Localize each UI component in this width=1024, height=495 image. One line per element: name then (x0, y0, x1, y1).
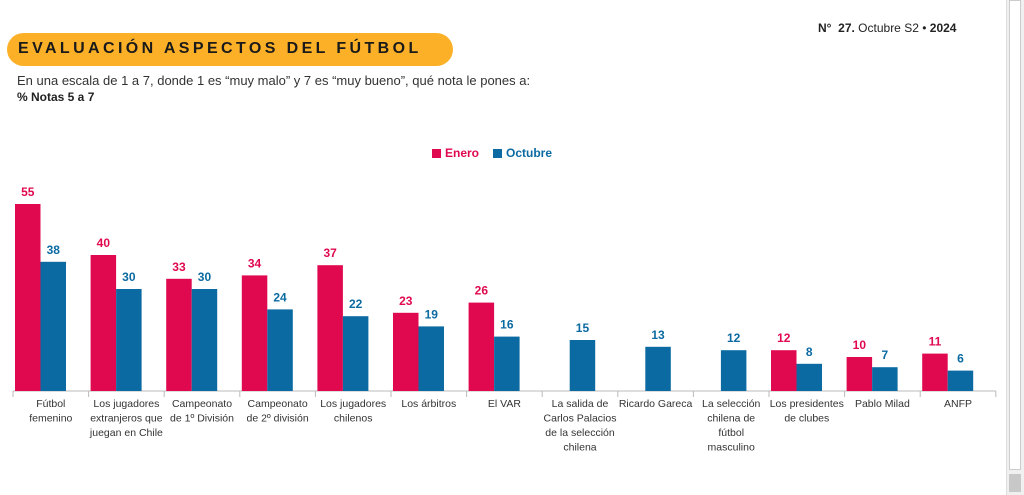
bar-enero (166, 278, 192, 391)
data-label: 19 (425, 307, 439, 321)
data-label: 6 (957, 352, 964, 366)
category-label: Fútbol (36, 398, 65, 410)
data-label: 10 (853, 338, 867, 352)
bar-octubre (569, 340, 596, 391)
category-label: chilenos (334, 413, 373, 425)
category-label: La salida de (552, 398, 609, 410)
bar-enero (241, 275, 268, 391)
page-title: EVALUACIÓN ASPECTOS DEL FÚTBOL (18, 40, 422, 57)
scrollbar-track[interactable] (1009, 0, 1021, 470)
bar-enero (771, 350, 797, 391)
bar-octubre (947, 370, 974, 391)
bar-octubre (720, 350, 747, 391)
category-label: Campeonato (248, 398, 308, 410)
bar-enero (846, 357, 873, 391)
bar-enero (15, 204, 41, 391)
data-label: 34 (248, 256, 262, 270)
bar-enero (90, 255, 117, 391)
category-label: ANFP (944, 398, 972, 410)
category-label: Campeonato (172, 398, 232, 410)
category-label: extranjeros que (90, 413, 163, 425)
legend: Enero Octubre (432, 146, 552, 160)
category-label: Carlos Palacios (544, 413, 617, 425)
scrollbar-thumb[interactable] (1009, 474, 1021, 492)
data-label: 26 (475, 284, 489, 298)
bar-octubre (494, 336, 520, 391)
category-label: de 1º División (170, 413, 234, 425)
bar-octubre (418, 326, 444, 391)
category-label: juegan en Chile (89, 427, 163, 439)
bar-octubre (796, 363, 822, 391)
bar-chart: 55 38 Fútbol femenino 40 30 Los jugadores extra… (12, 185, 997, 454)
title-banner: EVALUACIÓN ASPECTOS DEL FÚTBOL (7, 33, 453, 66)
data-label: 13 (651, 328, 665, 342)
category-label: La selección (702, 398, 761, 410)
bar-enero (468, 302, 495, 391)
data-label: 33 (172, 260, 186, 274)
bar-octubre (40, 261, 66, 391)
category-label: fútbol (718, 427, 744, 439)
category-label: de clubes (784, 413, 829, 425)
data-label: 8 (806, 345, 813, 359)
category-label: El VAR (488, 398, 521, 410)
category-label: Los jugadores (320, 398, 386, 410)
data-label: 38 (47, 243, 61, 257)
category-label: Los presidentes (770, 398, 844, 410)
data-label: 7 (882, 348, 889, 362)
data-label: 12 (777, 331, 791, 345)
category-label: de la selección (545, 427, 615, 439)
category-label: masculino (708, 442, 755, 454)
bar-octubre (342, 316, 369, 391)
subtitle: % Notas 5 a 7 (17, 90, 95, 104)
data-label: 37 (323, 246, 337, 260)
legend-octubre: Octubre (493, 146, 552, 160)
legend-enero: Enero (432, 146, 479, 160)
category-label: de 2º división (246, 413, 308, 425)
data-label: 23 (399, 294, 413, 308)
data-label: 55 (21, 185, 35, 199)
data-label: 11 (929, 335, 942, 349)
bar-enero (393, 312, 419, 391)
issue-info: N° 27. Octubre S2 • 2024 (818, 21, 957, 35)
bar-octubre (116, 289, 142, 391)
category-label: chilena de (707, 413, 755, 425)
data-label: 16 (500, 318, 514, 332)
category-label: Los jugadores (93, 398, 159, 410)
data-label: 24 (273, 290, 287, 304)
data-label: 30 (122, 270, 136, 284)
data-label: 30 (198, 270, 212, 284)
category-label: Pablo Milad (855, 398, 910, 410)
category-label: chilena (563, 442, 596, 454)
bar-octubre (267, 309, 293, 391)
data-label: 22 (349, 297, 363, 311)
category-label: Ricardo Gareca (619, 398, 693, 410)
bar-octubre (191, 289, 218, 391)
question-text: En una escala de 1 a 7, donde 1 es “muy … (17, 73, 531, 88)
data-label: 15 (576, 321, 590, 335)
bar-enero (317, 265, 343, 391)
category-label: Los árbitros (401, 398, 456, 410)
data-label: 12 (727, 331, 741, 345)
bar-octubre (872, 367, 898, 391)
bar-enero (922, 353, 948, 391)
bar-octubre (645, 346, 671, 391)
category-label: femenino (29, 413, 72, 425)
data-label: 40 (97, 236, 111, 250)
